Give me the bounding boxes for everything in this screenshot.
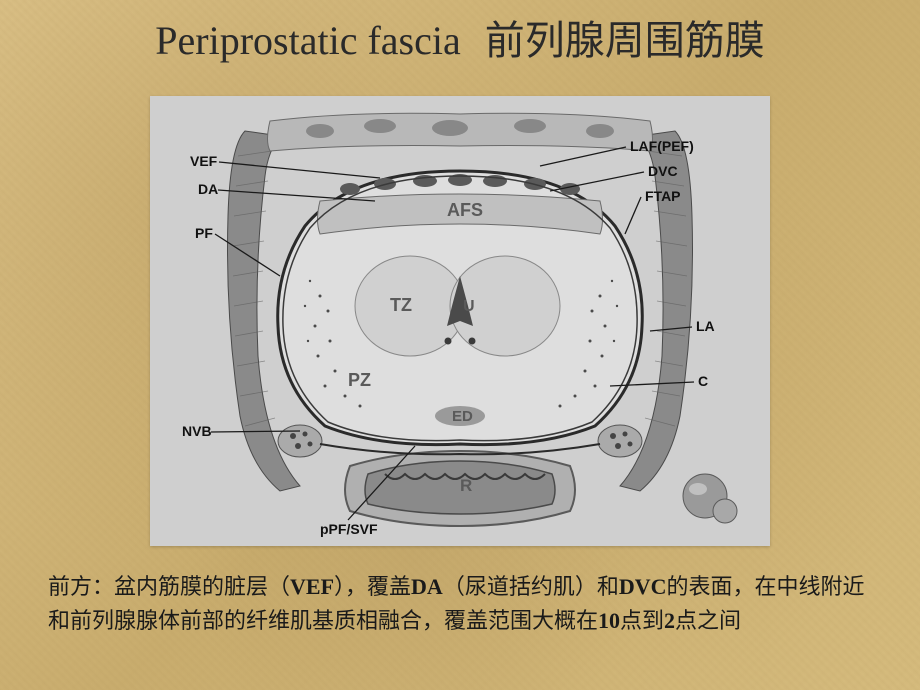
- inner-label-tz: TZ: [390, 295, 412, 315]
- label-la: LA: [696, 318, 715, 334]
- caption-fragment: 2: [664, 608, 675, 633]
- slide-title: Periprostatic fascia 前列腺周围筋膜: [0, 0, 920, 66]
- diagram-svg: VEF DA PF NVB LAF(PEF) DVC FTAP LA CpPF/SVF AFS T…: [150, 96, 770, 546]
- caption-fragment: DA: [411, 574, 443, 599]
- slide-background: Periprostatic fascia 前列腺周围筋膜: [0, 0, 920, 690]
- caption-fragment: ），覆盖: [334, 574, 411, 599]
- caption-fragment: （尿道括约肌）和: [443, 574, 619, 599]
- slide-caption: 前方：盆内筋膜的脏层（VEF），覆盖DA（尿道括约肌）和DVC的表面，在中线附近…: [0, 560, 920, 648]
- label-da: DA: [198, 181, 218, 197]
- inner-label-afs: AFS: [447, 200, 483, 220]
- title-chinese: 前列腺周围筋膜: [485, 18, 765, 63]
- label-vef: VEF: [190, 153, 218, 169]
- caption-fragment: 点之间: [675, 608, 741, 633]
- inner-label-u: U: [463, 298, 475, 315]
- caption-fragment: 10: [598, 608, 620, 633]
- label-ppf: pPF/SVF: [320, 521, 378, 537]
- label-pf: PF: [195, 225, 213, 241]
- caption-fragment: VEF: [290, 574, 334, 599]
- inner-label-pz: PZ: [348, 370, 371, 390]
- inner-label-r: R: [460, 476, 472, 495]
- inner-label-ed: ED: [452, 408, 473, 425]
- caption-fragment: 点到: [620, 608, 664, 633]
- caption-fragment: DVC: [619, 574, 667, 599]
- caption-fragment: 前方：盆内筋膜的脏层（: [48, 574, 290, 599]
- label-c: C: [698, 373, 708, 389]
- label-laf: LAF(PEF): [630, 138, 694, 154]
- label-dvc: DVC: [648, 163, 678, 179]
- title-english: Periprostatic fascia: [155, 18, 460, 63]
- label-ftap: FTAP: [645, 188, 681, 204]
- label-nvb: NVB: [182, 423, 212, 439]
- anatomical-diagram: VEF DA PF NVB LAF(PEF) DVC FTAP LA CpPF/SVF AFS T…: [150, 96, 770, 546]
